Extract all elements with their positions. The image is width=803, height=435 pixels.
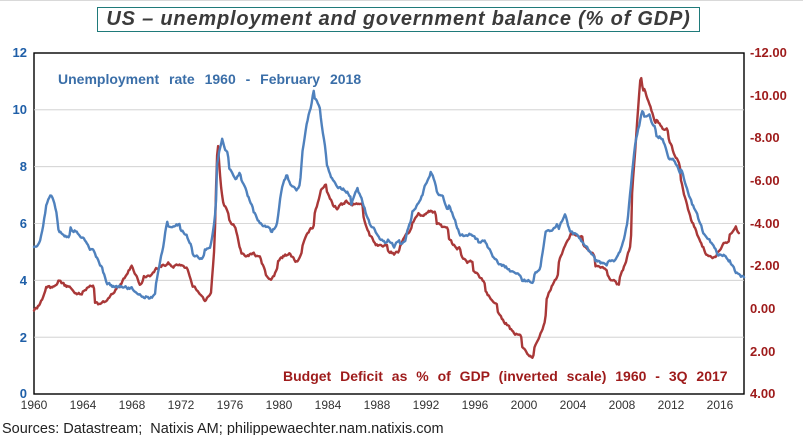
svg-text:Budget Deficit as % of GDP (in: Budget Deficit as % of GDP (inverted sca… (283, 368, 728, 384)
svg-text:-10.00: -10.00 (750, 88, 787, 103)
svg-text:6: 6 (20, 216, 27, 231)
svg-text:12: 12 (13, 45, 27, 60)
svg-text:1980: 1980 (266, 398, 293, 412)
svg-text:1960: 1960 (21, 398, 48, 412)
svg-text:1976: 1976 (217, 398, 244, 412)
svg-text:8: 8 (20, 159, 27, 174)
svg-text:1964: 1964 (70, 398, 97, 412)
svg-text:2016: 2016 (707, 398, 734, 412)
svg-text:1988: 1988 (364, 398, 391, 412)
svg-text:1972: 1972 (168, 398, 195, 412)
svg-text:-6.00: -6.00 (750, 173, 780, 188)
svg-text:1992: 1992 (413, 398, 440, 412)
svg-text:1968: 1968 (119, 398, 146, 412)
svg-text:-2.00: -2.00 (750, 258, 780, 273)
svg-text:-8.00: -8.00 (750, 130, 780, 145)
svg-text:4.00: 4.00 (750, 386, 775, 401)
svg-text:1984: 1984 (315, 398, 342, 412)
svg-text:2.00: 2.00 (750, 344, 775, 359)
svg-text:-12.00: -12.00 (750, 45, 787, 60)
svg-text:2004: 2004 (560, 398, 587, 412)
svg-text:Unemployment rate 1960 - Febru: Unemployment rate 1960 - February 2018 (58, 71, 361, 87)
svg-text:2012: 2012 (658, 398, 685, 412)
svg-text:4: 4 (20, 273, 28, 288)
svg-text:-4.00: -4.00 (750, 216, 780, 231)
svg-text:2000: 2000 (511, 398, 538, 412)
svg-text:2008: 2008 (609, 398, 636, 412)
svg-text:1996: 1996 (462, 398, 489, 412)
svg-text:2: 2 (20, 330, 27, 345)
svg-text:10: 10 (13, 102, 27, 117)
svg-text:0.00: 0.00 (750, 301, 775, 316)
